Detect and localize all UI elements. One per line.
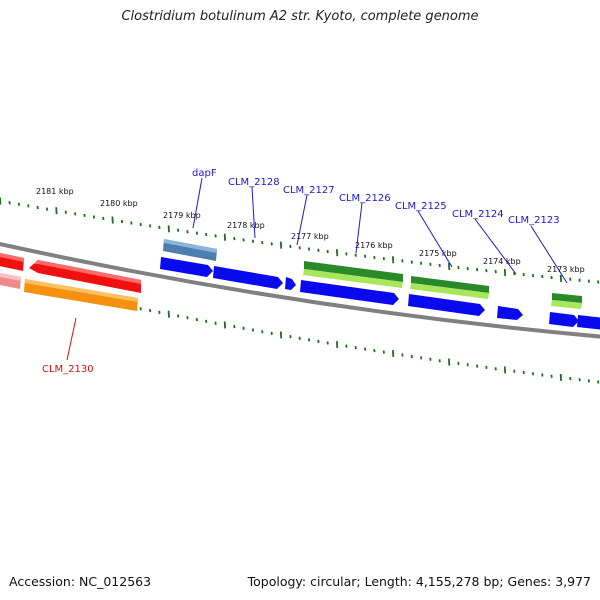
cds-2[interactable] — [213, 266, 283, 289]
gene-label-clm2130[interactable]: CLM_2130 — [42, 364, 94, 375]
gene-red-clm2129-highlight — [34, 260, 141, 284]
scale-label-2173: 2173 kbp — [547, 265, 585, 274]
gene-green-clm2123-light — [551, 300, 582, 309]
scale-label-2174: 2174 kbp — [483, 257, 521, 266]
scale-label-2175: 2175 kbp — [419, 249, 457, 258]
gene-green-clm2126[interactable] — [303, 261, 403, 288]
gene-label-clm2126[interactable]: CLM_2126 — [339, 193, 391, 204]
scale-label-2180: 2180 kbp — [100, 199, 138, 208]
gene-label-clm2127[interactable]: CLM_2127 — [283, 185, 335, 196]
genome-summary-text: Topology: circular; Length: 4,155,278 bp… — [247, 574, 591, 589]
gene-green-clm2124[interactable] — [410, 276, 489, 299]
leader-lines — [66, 177, 568, 361]
gene-green-clm2124-light — [410, 283, 489, 299]
gene-red-left-highlight — [0, 253, 24, 262]
scale-label-2177: 2177 kbp — [291, 232, 329, 241]
leader-clm2127 — [296, 194, 308, 246]
cds-row — [160, 257, 600, 330]
gene-green-clm2126-dark — [304, 261, 403, 282]
cds-5[interactable] — [408, 294, 485, 316]
gene-dapF-highlight — [164, 239, 217, 253]
scale-ticks-outer — [0, 197, 600, 284]
scale-label-2176: 2176 kbp — [355, 241, 393, 250]
gene-orange-clm2130-highlight — [25, 279, 138, 302]
cds-3[interactable] — [285, 277, 296, 290]
leader-clm2130 — [66, 317, 77, 361]
accession-text: Accession: NC_012563 — [9, 574, 152, 589]
gene-label-clm2123[interactable]: CLM_2123 — [508, 215, 560, 226]
cds-4[interactable] — [300, 280, 399, 305]
gene-labels: dapF CLM_2128 CLM_2127 CLM_2126 CLM_2125… — [42, 168, 560, 375]
gene-red-clm2129[interactable] — [29, 260, 141, 293]
leader-dapF — [192, 177, 203, 229]
genome-backbone — [0, 242, 600, 339]
page-title: Clostridium botulinum A2 str. Kyoto, com… — [121, 9, 479, 24]
gene-label-dapF[interactable]: dapF — [192, 168, 217, 179]
cds-8[interactable] — [577, 315, 600, 330]
cds-1[interactable] — [160, 257, 213, 277]
gene-green-clm2126-light — [303, 269, 403, 288]
gene-orange-group[interactable] — [0, 272, 138, 311]
gene-green-clm2124-dark — [411, 276, 489, 293]
scale-labels: 2181 kbp 2180 kbp 2179 kbp 2178 kbp 2177… — [36, 187, 585, 274]
leader-clm2128 — [251, 186, 256, 239]
gene-green-clm2123-dark — [552, 293, 582, 303]
scale-label-2179: 2179 kbp — [163, 211, 201, 220]
leader-clm2125 — [417, 210, 453, 268]
scale-label-2178: 2178 kbp — [227, 221, 265, 230]
leader-clm2123 — [530, 225, 568, 284]
gene-dapF-group[interactable] — [163, 239, 217, 261]
gene-label-clm2128[interactable]: CLM_2128 — [228, 177, 280, 188]
scale-label-2181: 2181 kbp — [36, 187, 74, 196]
gene-green-clm2123[interactable] — [551, 293, 582, 309]
leader-clm2124 — [474, 218, 517, 275]
gene-pink-left-highlight — [0, 272, 21, 281]
gene-label-clm2125[interactable]: CLM_2125 — [395, 201, 447, 212]
leader-clm2126 — [355, 202, 363, 254]
cds-6[interactable] — [497, 306, 523, 320]
gene-red-group[interactable] — [0, 252, 141, 293]
gene-label-clm2124[interactable]: CLM_2124 — [452, 209, 504, 220]
cds-7[interactable] — [549, 312, 579, 327]
